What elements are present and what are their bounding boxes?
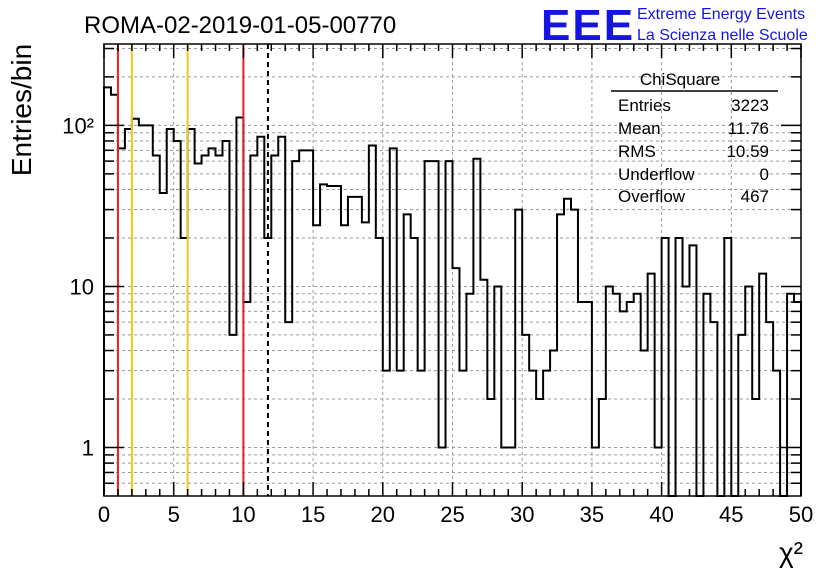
x-tick-label: 50 — [789, 502, 813, 527]
stats-label-entries: Entries — [618, 96, 671, 115]
eee-logo-mark: EEE — [541, 1, 635, 50]
histogram-bars — [103, 86, 802, 497]
y-tick-label: 1 — [82, 436, 94, 461]
stats-value-rms: 10.59 — [726, 142, 769, 161]
x-tick-label: 35 — [580, 502, 604, 527]
stats-box-title: ChiSquare — [640, 70, 720, 89]
x-tick-label: 15 — [301, 502, 325, 527]
stats-value-mean: 11.76 — [728, 119, 769, 138]
x-tick-label: 45 — [719, 502, 743, 527]
x-tick-label: 25 — [440, 502, 464, 527]
x-axis-label: χ² — [779, 537, 803, 568]
stats-box: ChiSquare Entries 3223 Mean 11.76 RMS 10… — [611, 70, 778, 206]
stats-label-rms: RMS — [618, 142, 656, 161]
stats-label-overflow: Overflow — [618, 187, 686, 206]
x-tick-label: 40 — [649, 502, 673, 527]
x-tick-label: 10 — [231, 502, 255, 527]
y-tick-label: 10 — [70, 274, 94, 299]
axis-tick-labels: 0 5 10 15 20 25 30 35 40 45 50 1 10 10² — [62, 113, 813, 527]
stats-value-overflow: 467 — [741, 187, 769, 206]
y-axis-label: Entries/bin — [6, 44, 37, 176]
stats-value-underflow: 0 — [760, 165, 769, 184]
chart-title: ROMA-02-2019-01-05-00770 — [84, 12, 396, 39]
x-tick-label: 0 — [98, 502, 110, 527]
eee-logo-line1: Extreme Energy Events — [637, 6, 805, 23]
y-tick-label: 10² — [62, 113, 94, 138]
stats-label-mean: Mean — [618, 119, 661, 138]
reference-lines — [116, 44, 269, 496]
histogram-step-line — [103, 86, 802, 497]
x-tick-label: 30 — [510, 502, 534, 527]
axis-ticks — [103, 44, 802, 496]
eee-logo: EEE Extreme Energy Events La Scienza nel… — [541, 1, 808, 50]
x-tick-label: 20 — [371, 502, 395, 527]
eee-logo-line2: La Scienza nelle Scuole — [637, 27, 808, 44]
x-tick-label: 5 — [168, 502, 180, 527]
stats-label-underflow: Underflow — [618, 165, 695, 184]
stats-value-entries: 3223 — [731, 96, 769, 115]
